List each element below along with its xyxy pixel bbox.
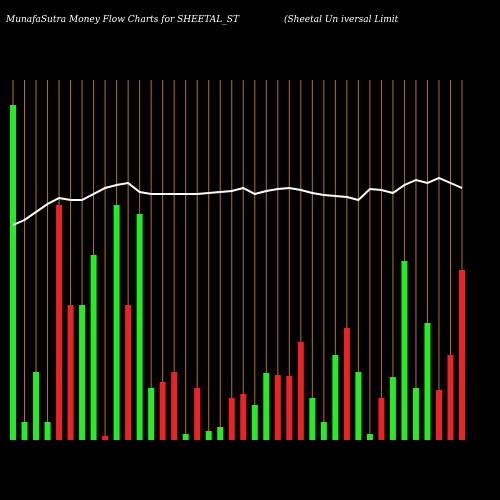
bar: [378, 398, 385, 440]
bar: [194, 388, 201, 440]
bar: [435, 390, 442, 440]
bar: [217, 427, 224, 440]
bar: [309, 398, 316, 440]
bar: [171, 372, 178, 440]
bar: [228, 398, 235, 440]
bar: [355, 372, 362, 440]
bar: [113, 205, 120, 440]
bar: [10, 105, 16, 440]
chart-title: MunafaSutra Money Flow Charts for SHEETA…: [5, 15, 240, 25]
bar: [90, 255, 97, 440]
bar: [424, 323, 431, 440]
bar: [297, 342, 304, 440]
bar: [389, 377, 396, 440]
money-flow-line: [12, 176, 463, 226]
bar: [56, 205, 63, 440]
bar: [240, 394, 247, 440]
bar: [102, 436, 109, 440]
bar: [366, 434, 373, 440]
bar: [412, 388, 419, 440]
bar: [332, 355, 339, 440]
bar: [263, 373, 270, 440]
bar: [459, 270, 465, 440]
bar: [21, 422, 28, 440]
bar: [447, 355, 454, 440]
bar: [320, 422, 327, 440]
chart-subtitle: (Sheetal Un iversal Limit: [284, 14, 399, 25]
bar: [148, 388, 155, 440]
bar: [159, 382, 166, 440]
bar: [125, 305, 132, 440]
bar: [44, 422, 51, 440]
bar: [401, 261, 408, 440]
bar: [136, 214, 143, 440]
bar: [205, 431, 212, 440]
bar: [274, 375, 281, 440]
bar: [79, 305, 86, 440]
bar: [343, 328, 350, 440]
bar: [33, 372, 40, 440]
bar: [251, 405, 258, 440]
bar: [182, 434, 189, 440]
bar: [286, 376, 293, 440]
bar: [67, 305, 74, 440]
